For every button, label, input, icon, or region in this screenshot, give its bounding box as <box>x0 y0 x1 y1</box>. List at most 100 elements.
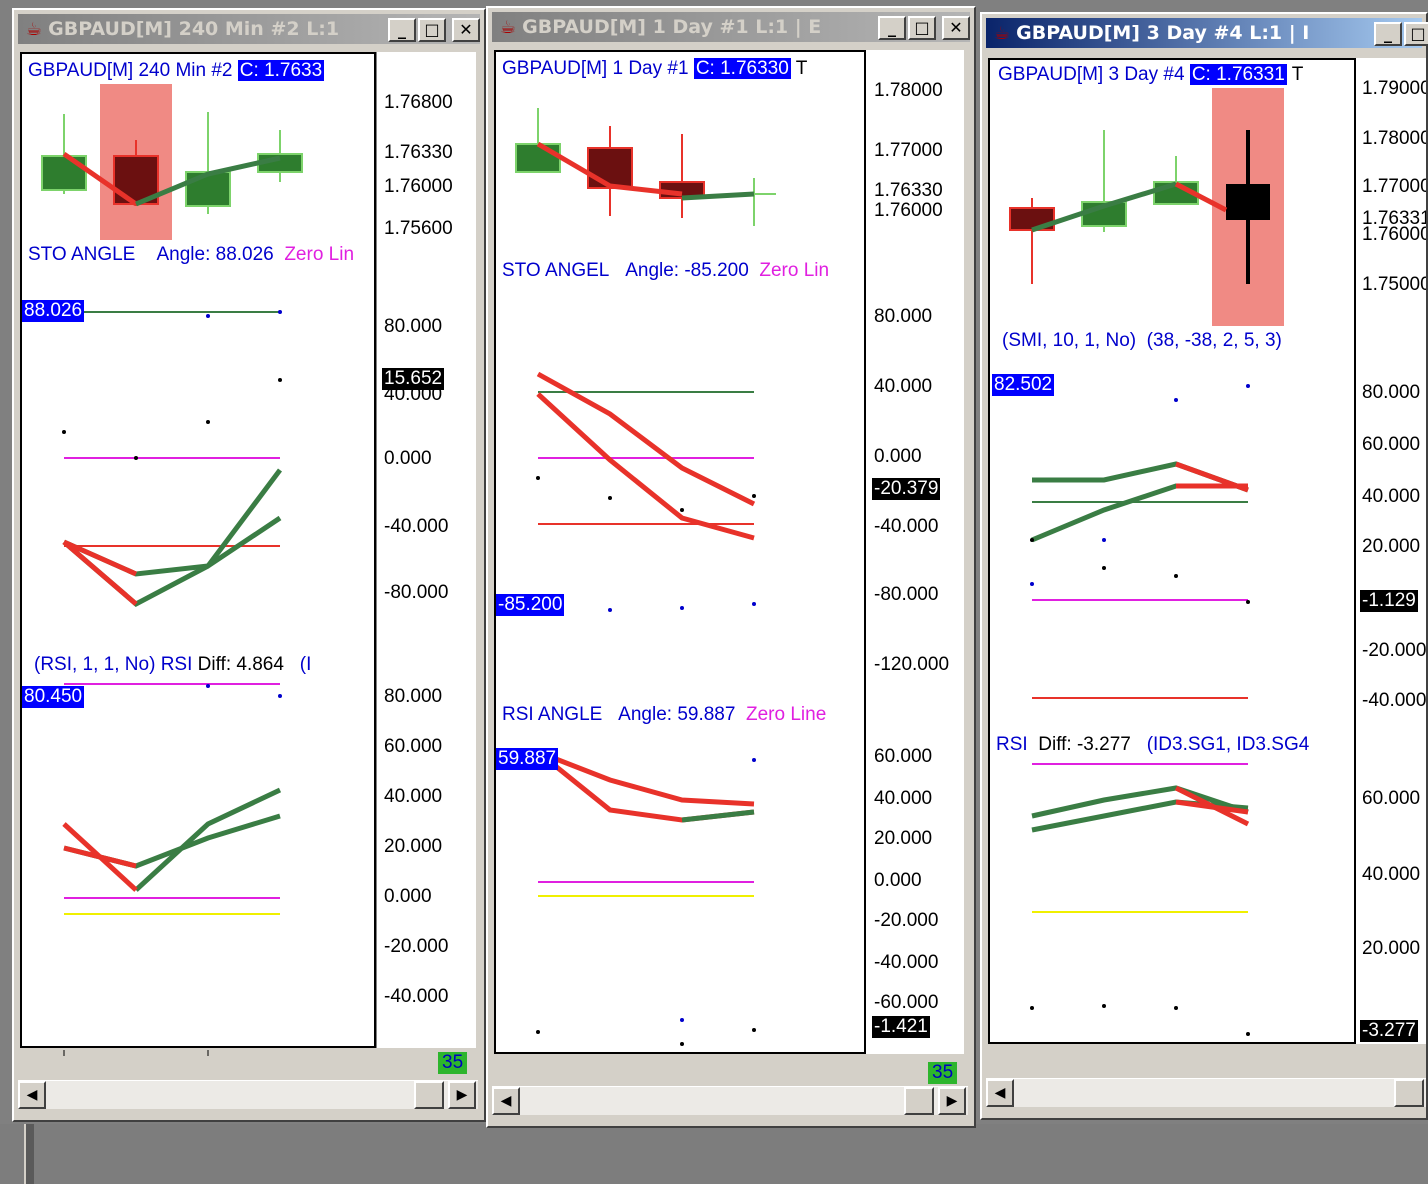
minimize-button[interactable]: _ <box>1374 22 1402 46</box>
rsi-tick: -20.000 <box>384 936 449 957</box>
sto-tick: 80.000 <box>874 306 933 327</box>
chart-plot <box>41 84 303 1056</box>
rsi-tick: -40.000 <box>384 986 449 1007</box>
app-icon: ☕ <box>26 18 43 40</box>
close-price-tag: C: 1.76330 <box>693 58 791 79</box>
close-price-tag: C: 1.76331 <box>1189 64 1287 85</box>
rsi-tick: 80.000 <box>384 686 443 707</box>
horizontal-scrollbar[interactable]: ◀ <box>986 1078 1426 1107</box>
sto-current-tag: 15.652 <box>382 368 445 390</box>
rsi-tick: 60.000 <box>384 736 443 757</box>
sto-angle-label: STO ANGLE Angle: 88.026 Zero Lin <box>28 244 355 265</box>
close-button[interactable]: ✕ <box>942 16 970 40</box>
sto-current-tag: -20.379 <box>872 478 941 500</box>
chart-canvas[interactable]: GBPAUD[M] 240 Min #2 C: 1.7633 STO ANGLE… <box>20 52 376 1056</box>
close-button[interactable]: ✕ <box>452 18 480 42</box>
sto-tick: -80.000 <box>874 584 939 605</box>
price-scale[interactable]: 1.76800 1.76330 1.76000 1.75600 80.000 4… <box>375 52 476 1048</box>
rsi-tick: 60.000 <box>1362 788 1421 809</box>
zoom-badge: 35 <box>928 1062 958 1084</box>
price-tick: 1.75600 <box>384 218 453 239</box>
price-panel-label: GBPAUD[M] 1 Day #1 C: 1.76330 T <box>502 58 808 79</box>
sto-value-tag: 88.026 <box>22 300 85 322</box>
smi-tick: 40.000 <box>1362 486 1421 507</box>
chart-window-1day[interactable]: ☕ GBPAUD[M] 1 Day #1 L:1 | E _ □ ✕ <box>486 6 976 1128</box>
price-tick: 1.79000 <box>1362 78 1426 99</box>
price-tick: 1.76330 <box>874 180 943 201</box>
rsi-tick: 20.000 <box>1362 938 1421 959</box>
scroll-right-button[interactable]: ▶ <box>938 1087 966 1115</box>
app-icon: ☕ <box>500 16 517 38</box>
sto-angel-label: STO ANGEL Angle: -85.200 Zero Lin <box>502 260 830 281</box>
window-title: GBPAUD[M] 3 Day #4 L:1 | I <box>1016 22 1310 44</box>
scroll-thumb[interactable] <box>904 1087 934 1115</box>
close-price-tag: C: 1.7633 <box>237 60 325 81</box>
rsi-current-tag: -3.277 <box>1360 1020 1418 1042</box>
window-title: GBPAUD[M] 240 Min #2 L:1 <box>48 18 340 40</box>
price-tick: 1.76800 <box>384 92 453 113</box>
horizontal-scrollbar[interactable]: ◀ ▶ <box>18 1080 478 1109</box>
chart-canvas[interactable]: GBPAUD[M] 1 Day #1 C: 1.76330 T STO ANGE… <box>494 50 866 1054</box>
rsi-tick: 40.000 <box>384 786 443 807</box>
smi-tick: 60.000 <box>1362 434 1421 455</box>
scroll-left-button[interactable]: ◀ <box>18 1081 46 1109</box>
price-tick: 1.76000 <box>874 200 943 221</box>
smi-panel-label: (SMI, 10, 1, No) (38, -38, 2, 5, 3) <box>1002 330 1282 351</box>
rsi-value-tag: 80.450 <box>22 686 85 708</box>
chart-canvas[interactable]: GBPAUD[M] 3 Day #4 C: 1.76331 T (SMI, 10… <box>988 58 1356 1044</box>
mdi-background <box>0 1124 1428 1184</box>
app-icon: ☕ <box>994 22 1011 44</box>
rsi-tick: 60.000 <box>874 746 933 767</box>
rsi-panel-label: RSI Diff: -3.277 (ID3.SG1, ID3.SG4 <box>996 734 1310 755</box>
rsi-tick: 20.000 <box>874 828 933 849</box>
maximize-button[interactable]: □ <box>1404 22 1428 46</box>
sto-tick: -80.000 <box>384 582 449 603</box>
minimize-button[interactable]: _ <box>388 18 416 42</box>
price-scale[interactable]: 1.78000 1.77000 1.76330 1.76000 80.000 4… <box>866 50 964 1054</box>
smi-value-tag: 82.502 <box>992 374 1055 396</box>
price-tick: 1.76000 <box>384 176 453 197</box>
rsi-tick: -60.000 <box>874 992 939 1013</box>
sto-tick: 0.000 <box>874 446 922 467</box>
price-tick: 1.77000 <box>874 140 943 161</box>
sto-tick: 80.000 <box>384 316 443 337</box>
sto-tick: -120.000 <box>874 654 950 675</box>
rsi-tick: -20.000 <box>874 910 939 931</box>
smi-tick: 20.000 <box>1362 536 1421 557</box>
smi-current-tag: -1.129 <box>1360 590 1418 612</box>
price-tick: 1.78000 <box>1362 128 1426 149</box>
chart-window-3day[interactable]: ☕ GBPAUD[M] 3 Day #4 L:1 | I _ □ <box>980 12 1428 1120</box>
price-tick: 1.77000 <box>1362 176 1426 197</box>
scroll-thumb[interactable] <box>1394 1079 1424 1107</box>
scroll-thumb[interactable] <box>414 1081 444 1109</box>
minimize-button[interactable]: _ <box>878 16 906 40</box>
sto-tick: -40.000 <box>384 516 449 537</box>
maximize-button[interactable]: □ <box>418 18 446 42</box>
price-tick: 1.76330 <box>384 142 453 163</box>
chart-window-240min[interactable]: ☕ GBPAUD[M] 240 Min #2 L:1 _ □ ✕ <box>12 8 486 1122</box>
maximize-button[interactable]: □ <box>908 16 936 40</box>
rsi-angle-label: RSI ANGLE Angle: 59.887 Zero Line <box>502 704 827 725</box>
price-scale[interactable]: 1.79000 1.78000 1.77000 1.76331 1.76000 … <box>1356 58 1426 1044</box>
rsi-tick: 40.000 <box>1362 864 1421 885</box>
price-tick: 1.75000 <box>1362 274 1426 295</box>
sto-tick: -40.000 <box>874 516 939 537</box>
chart-plot <box>1009 88 1284 1036</box>
zoom-badge: 35 <box>438 1052 468 1074</box>
chart-plot <box>515 108 776 1046</box>
smi-tick: 80.000 <box>1362 382 1421 403</box>
price-tick: 1.76000 <box>1362 224 1426 245</box>
sto-value-tag: -85.200 <box>496 594 565 616</box>
scroll-right-button[interactable]: ▶ <box>448 1081 476 1109</box>
sto-tick: 0.000 <box>384 448 432 469</box>
sto-tick: 40.000 <box>874 376 933 397</box>
scroll-left-button[interactable]: ◀ <box>492 1087 520 1115</box>
horizontal-scrollbar[interactable]: ◀ ▶ <box>492 1086 968 1115</box>
window-titlebar[interactable]: ☕ GBPAUD[M] 3 Day #4 L:1 | I <box>986 18 1422 48</box>
rsi-value-tag: 59.887 <box>496 748 559 770</box>
window-title: GBPAUD[M] 1 Day #1 L:1 | E <box>522 16 822 38</box>
scroll-left-button[interactable]: ◀ <box>986 1079 1014 1107</box>
mdi-splitter[interactable] <box>24 1124 34 1184</box>
rsi-tick: 0.000 <box>384 886 432 907</box>
rsi-tick: 40.000 <box>874 788 933 809</box>
